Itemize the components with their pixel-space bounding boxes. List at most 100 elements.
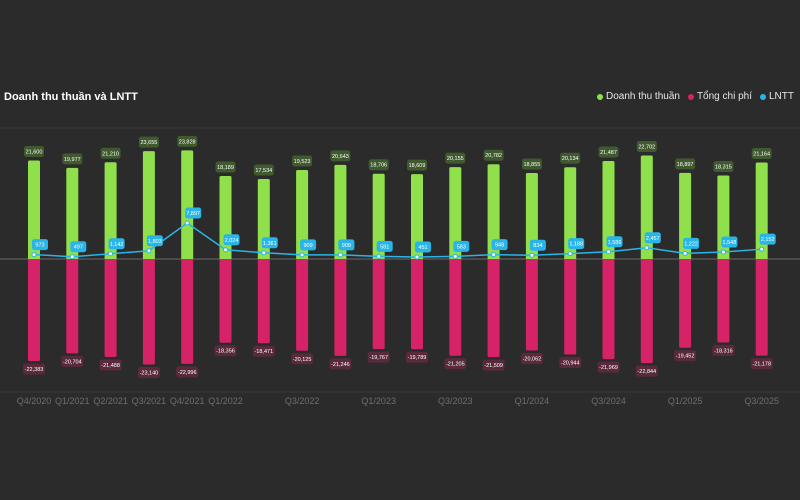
bar-cost (372, 259, 385, 350)
bar-cost (334, 259, 347, 356)
point-profit (184, 220, 190, 226)
data-label-profit-bg (415, 241, 431, 253)
data-label-profit: 834 (533, 243, 542, 249)
bar-cost (296, 259, 309, 351)
data-label-revenue: 21,210 (102, 151, 119, 157)
bar-revenue (602, 161, 615, 259)
data-label-cost: -21,178 (752, 362, 771, 368)
legend-swatch-profit (760, 93, 766, 100)
data-label-cost: -20,062 (523, 356, 542, 362)
bar-revenue (372, 173, 385, 259)
data-label-revenue-bg (215, 161, 236, 173)
point-profit (414, 254, 420, 260)
data-label-cost-bg (635, 365, 658, 377)
x-tick-label: Q3/2025 (744, 396, 779, 406)
data-label-cost: -18,316 (714, 349, 733, 355)
data-label-revenue: 20,782 (485, 153, 502, 159)
data-label-cost: -19,789 (408, 355, 427, 361)
data-label-revenue: 18,189 (217, 165, 234, 171)
data-label-profit-bg (261, 237, 278, 249)
data-label-revenue: 23,828 (179, 139, 196, 145)
data-label-revenue: 22,702 (638, 144, 655, 150)
data-label-profit-bg (683, 237, 700, 249)
legend-item-revenue[interactable]: Doanh thu thuần (597, 91, 680, 102)
bar-cost (640, 259, 653, 364)
bar-revenue (66, 167, 79, 259)
point-profit (759, 246, 765, 252)
x-tick-label: Q4/2021 (170, 396, 205, 406)
data-label-profit: 2,024 (225, 238, 239, 244)
bar-cost (257, 259, 270, 344)
point-profit (491, 252, 497, 258)
data-label-cost: -20,125 (293, 357, 312, 363)
bar-cost (104, 259, 117, 357)
legend-item-profit[interactable]: LNTT (760, 91, 794, 102)
bar-revenue (679, 172, 692, 259)
data-label-profit: 497 (74, 245, 83, 251)
data-label-profit: 909 (342, 243, 351, 249)
legend-label-cost: Tổng chi phí (696, 91, 752, 102)
bar-cost (181, 259, 194, 364)
data-label-revenue-bg (675, 158, 696, 170)
data-label-cost: -21,246 (331, 362, 350, 368)
legend: Doanh thu thuần Tổng chi phí LNTT (597, 91, 794, 102)
point-profit (261, 250, 267, 256)
data-label-cost-bg (750, 358, 773, 370)
data-label-profit: 948 (495, 243, 504, 249)
data-label-revenue: 18,315 (715, 164, 732, 170)
data-label-revenue-bg (100, 147, 121, 159)
bar-cost (142, 259, 155, 365)
bar-revenue (640, 155, 653, 259)
data-label-revenue: 18,855 (523, 162, 540, 168)
x-tick-label: Q1/2024 (515, 396, 550, 406)
bar-revenue (449, 167, 462, 259)
data-label-cost: -20,704 (63, 359, 82, 365)
bar-revenue (564, 167, 577, 259)
point-profit (69, 254, 75, 260)
point-profit (337, 252, 343, 258)
data-label-revenue-bg (751, 147, 772, 159)
bar-cost (66, 259, 79, 354)
legend-item-cost[interactable]: Tổng chi phí (687, 91, 752, 102)
bar-revenue (104, 162, 117, 259)
bar-cost (602, 259, 615, 360)
data-label-revenue: 18,609 (409, 163, 426, 169)
bar-revenue (525, 173, 538, 259)
bar-revenue (28, 160, 40, 259)
bar-revenue (142, 151, 155, 259)
data-label-cost: -21,509 (484, 363, 503, 369)
data-label-profit-bg (721, 236, 738, 248)
data-label-revenue-bg (713, 160, 734, 172)
data-label-revenue-bg (24, 146, 44, 158)
data-label-revenue-bg (560, 152, 581, 164)
point-profit (31, 252, 37, 258)
data-label-profit: 1,803 (148, 239, 162, 245)
data-label-profit: 1,586 (608, 240, 622, 246)
data-label-revenue-bg (445, 152, 466, 164)
data-label-cost: -21,969 (599, 365, 618, 371)
point-profit (529, 252, 535, 258)
data-label-profit-bg (376, 240, 393, 252)
data-label-profit: 1,222 (684, 241, 698, 247)
data-label-profit-bg (338, 239, 355, 251)
data-label-cost-bg (61, 355, 84, 367)
data-label-revenue: 21,487 (600, 150, 617, 156)
data-label-profit-bg (223, 234, 240, 246)
bar-cost (525, 259, 538, 351)
bar-cost (411, 259, 423, 350)
data-label-cost: -21,488 (101, 363, 120, 369)
data-label-profit: 451 (418, 245, 427, 251)
data-label-revenue: 20,643 (332, 154, 349, 160)
data-label-revenue: 21,164 (753, 151, 770, 157)
bar-cost (487, 259, 500, 358)
data-label-revenue: 21,600 (26, 150, 43, 156)
data-label-cost: -18,471 (254, 349, 273, 355)
data-label-revenue-bg (636, 140, 657, 152)
data-label-profit: 973 (35, 243, 44, 249)
point-profit (567, 251, 573, 257)
bar-cost (28, 259, 40, 362)
point-profit (682, 250, 688, 256)
data-label-revenue-bg (253, 164, 274, 176)
data-label-revenue: 18,706 (370, 163, 387, 169)
data-label-cost: -20,944 (561, 361, 580, 367)
